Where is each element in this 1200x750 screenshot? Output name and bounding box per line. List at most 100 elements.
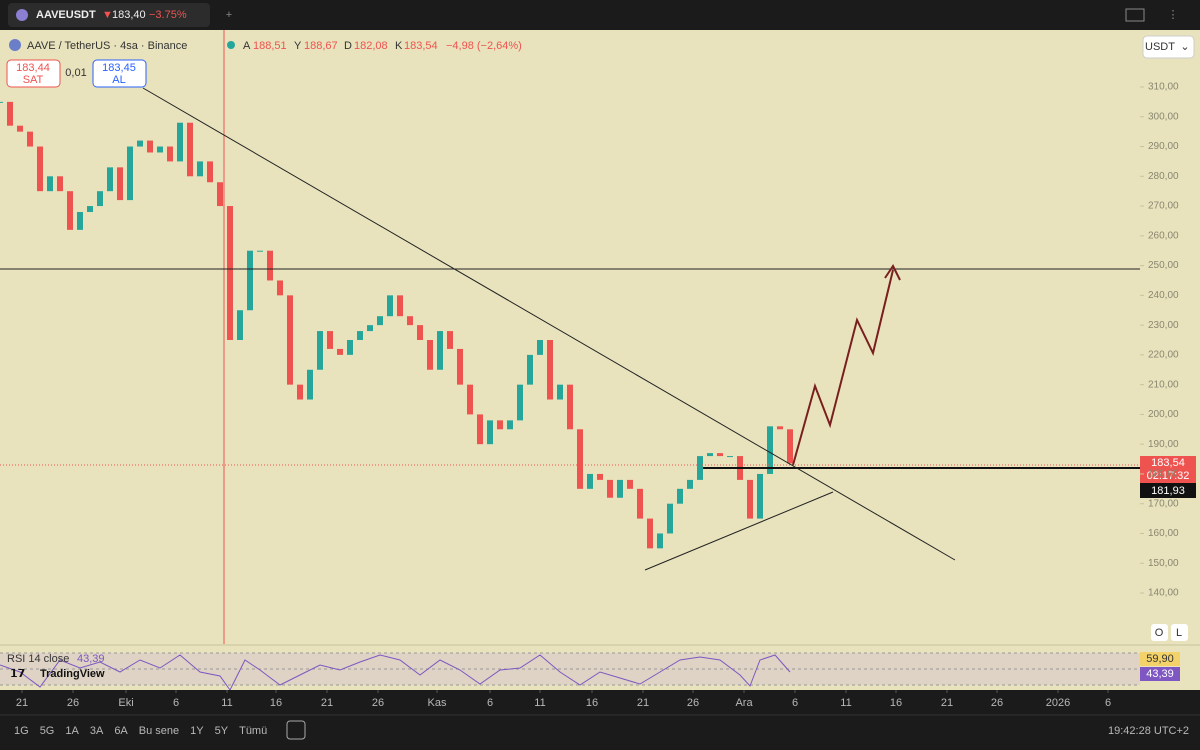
y-tick-label: 300,00 [1148,111,1179,122]
candle [777,426,783,430]
range-button[interactable]: 6A [114,725,128,737]
buy-button[interactable] [92,59,147,88]
y-tick-label: 280,00 [1148,171,1179,182]
y-tick-label: 160,00 [1148,528,1179,539]
date-range-icon[interactable] [286,720,306,740]
menu-icon[interactable]: ⋮ [1168,9,1179,21]
range-button[interactable]: Bu sene [139,725,179,737]
candle [527,354,533,385]
candle [27,131,33,147]
rsi-line [0,654,791,691]
range-button[interactable]: Tümü [239,725,267,737]
x-tick-label: 11 [221,697,232,709]
projection-arrow [884,264,901,281]
y-tick-label: 190,00 [1148,439,1179,450]
y-tick-label: 230,00 [1148,320,1179,331]
candle [697,456,703,480]
candle [657,533,663,549]
rsi-label: RSI 14 close [7,653,69,665]
candle [487,420,493,445]
range-button[interactable]: 5G [40,725,55,737]
range-button[interactable]: 1G [14,725,29,737]
scale-button[interactable] [1171,624,1188,641]
candle [787,429,793,464]
range-button[interactable]: 3A [90,725,104,737]
candle [17,125,23,132]
scale-button[interactable] [1151,624,1168,641]
y-tick-label: 220,00 [1148,350,1179,361]
candle [7,101,13,126]
candle [387,295,393,317]
currency: USDT [1145,41,1175,53]
candle [447,331,453,349]
sell-price: 183,44 [16,62,50,74]
candle [367,325,373,332]
x-tick-label: 26 [67,697,79,709]
range-button[interactable]: 5Y [215,725,229,737]
buy-label: AL [112,74,125,86]
ohlc-change: −4,98 (−2,64%) [446,40,522,52]
candle [517,384,523,421]
candle [667,503,673,534]
candle [107,167,113,192]
candle [47,176,53,192]
candle [217,182,223,207]
spread: 0,01 [65,67,86,79]
bottom-bar [0,690,1200,750]
x-tick-label: 6 [792,697,798,709]
candle [297,384,303,400]
x-tick-label: 21 [941,697,953,709]
x-tick-label: 16 [586,697,598,709]
candle [577,429,583,489]
candle [537,340,543,355]
candle [87,206,93,213]
x-tick-label: 6 [487,697,493,709]
brand-logo: 𝟭𝟳 [10,668,25,680]
x-tick-label: 21 [321,697,333,709]
candle [637,488,643,519]
range-button[interactable]: 1Y [190,725,204,737]
candle [397,295,403,317]
sell-label: SAT [23,74,44,86]
last-price-badge [1140,456,1196,483]
clock: 19:42:28 UTC+2 [1108,725,1189,737]
chart-title: AAVE / TetherUS · 4sa · Binance [27,40,187,52]
sell-button[interactable] [6,59,61,88]
candle [587,473,593,489]
candle [197,161,203,177]
range-button[interactable]: 1A [65,725,79,737]
coin-icon [9,39,21,51]
tab[interactable] [8,3,210,27]
trendline [644,491,834,571]
ohlc-value: 182,08 [354,40,388,52]
candle [207,161,213,183]
status-dot [227,41,235,49]
candle [117,167,123,201]
candle [37,146,43,192]
candle [97,191,103,207]
layout-icon[interactable] [1125,8,1145,22]
x-tick-label: 6 [173,697,179,709]
y-tick-label: 240,00 [1148,290,1179,301]
scale-button-label: O [1155,627,1164,639]
candle [407,316,413,326]
countdown: 02:17:32 [1147,470,1190,482]
candle [467,384,473,415]
candle [317,331,323,370]
projection-path [792,269,894,466]
scale-button-label: L [1176,627,1182,639]
symbol-icon [16,9,28,21]
candle [0,101,3,103]
candle [437,331,443,370]
caret: ⌄ [1180,41,1189,53]
brand: TradingView [40,668,105,680]
x-tick-label: 21 [637,697,649,709]
ohlc-value: 183,54 [404,40,438,52]
candle [327,331,333,349]
rsi-value: 43,39 [77,653,105,665]
new-tab[interactable]: + [226,9,232,21]
currency-select[interactable] [1142,35,1195,59]
tab-change: −3.75% [149,9,187,21]
ohlc-value: 188,51 [253,40,287,52]
candle [477,414,483,445]
